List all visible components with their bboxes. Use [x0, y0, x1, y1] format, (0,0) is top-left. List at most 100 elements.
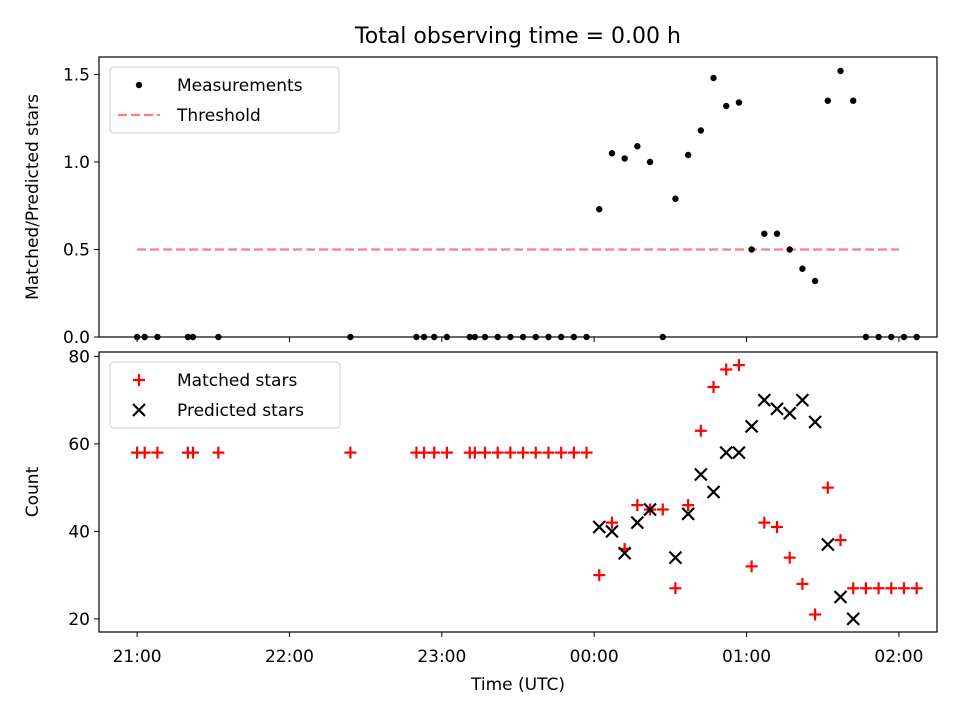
measurement-point — [761, 230, 768, 237]
matched-star-point — [593, 569, 606, 582]
matched-star-point — [796, 577, 809, 590]
matched-star-point — [707, 381, 720, 393]
matched-star-point — [504, 446, 517, 459]
predicted-star-point — [757, 393, 772, 407]
matched-star-point — [872, 582, 885, 595]
matched-star-point — [186, 446, 199, 459]
measurement-point — [913, 333, 920, 341]
legend-label: Threshold — [176, 106, 261, 126]
measurement-point — [824, 97, 832, 104]
matched-star-point — [468, 446, 481, 459]
matched-star-point — [847, 582, 860, 595]
measurement-point — [570, 333, 578, 341]
predicted-star-stroke-b — [808, 415, 822, 429]
measurement-point — [471, 333, 479, 341]
matched-star-point — [212, 446, 225, 459]
legend: Matched stars Predicted stars — [109, 361, 341, 429]
measurement-point — [735, 99, 743, 106]
predicted-star-point — [808, 415, 822, 429]
measurement-point — [133, 333, 141, 341]
measurement-point — [154, 333, 161, 341]
matched-star-point — [771, 521, 784, 533]
measurement-point — [583, 333, 590, 341]
predicted-star-stroke-b — [605, 524, 619, 539]
measurement-point — [837, 67, 844, 75]
predicted-star-stroke-b — [770, 402, 784, 416]
measurement-point — [494, 333, 501, 341]
x-tick-label: 23:00 — [417, 647, 466, 667]
y-tick-label: 20 — [68, 610, 90, 630]
measurement-point — [723, 102, 730, 110]
measurement-point — [557, 333, 565, 341]
predicted-star-stroke-b — [795, 393, 810, 407]
measurement-point — [431, 333, 438, 341]
matched-star-point — [720, 363, 733, 376]
predicted-star-point — [694, 467, 708, 482]
predicted-star-point — [643, 502, 657, 517]
predicted-star-point — [592, 520, 607, 534]
predicted-star-point — [833, 590, 848, 604]
predicted-star-stroke-b — [782, 406, 797, 421]
matched-star-point — [910, 582, 923, 595]
predicted-star-stroke-b — [592, 520, 607, 534]
matched-star-point — [834, 534, 847, 547]
matched-star-point — [428, 446, 441, 459]
predicted-star-point — [719, 445, 734, 460]
measurement-point — [608, 150, 616, 157]
predicted-star-point — [617, 546, 632, 561]
legend-frame — [109, 66, 340, 134]
measurement-point — [184, 333, 192, 341]
matched-star-point — [555, 446, 568, 459]
y-tick-label: 0.0 — [63, 328, 90, 348]
predicted-star-stroke-b — [757, 393, 772, 407]
measurement-point — [710, 74, 717, 82]
predicted-star-stroke-b — [694, 467, 708, 482]
measurement-point — [850, 97, 857, 104]
predicted-star-stroke-b — [833, 590, 848, 604]
measurement-point — [888, 333, 895, 341]
matched-star-point — [605, 516, 618, 529]
matched-star-point — [732, 359, 745, 372]
predicted-star-stroke-b — [706, 485, 721, 499]
measurement-point — [215, 333, 222, 341]
measurement-point — [532, 333, 539, 341]
predicted-star-stroke-b — [744, 419, 759, 434]
y-axis-label: Count — [23, 466, 43, 517]
matched-star-point — [529, 446, 542, 459]
predicted-star-stroke-b — [681, 507, 695, 521]
matched-star-point — [758, 516, 771, 529]
matched-star-point — [138, 446, 151, 459]
matched-star-point — [567, 446, 580, 459]
measurement-point — [672, 195, 679, 202]
measurement-point — [481, 333, 489, 341]
predicted-star-point — [681, 507, 695, 521]
matched-star-point — [682, 499, 695, 512]
measurement-point — [507, 333, 514, 341]
measurement-point — [799, 265, 806, 272]
predicted-star-point — [706, 485, 721, 499]
x-tick-label: 00:00 — [570, 647, 619, 667]
y-tick-label: 0.5 — [63, 241, 90, 261]
measurement-point — [811, 277, 819, 285]
predicted-star-point — [782, 406, 797, 421]
figure-title: Total observing time = 0.00 h — [354, 24, 681, 49]
predicted-star-stroke-b — [732, 445, 746, 460]
measurement-point — [862, 333, 870, 341]
predicted-star-point — [605, 524, 619, 539]
matched-star-point — [631, 499, 644, 512]
matched-star-point — [656, 503, 669, 516]
matched-star-point — [580, 446, 593, 459]
predicted-star-point — [846, 612, 860, 626]
x-tick-label: 01:00 — [722, 647, 771, 667]
legend-label: Predicted stars — [177, 401, 304, 421]
legend-label: Matched stars — [177, 371, 297, 391]
measurement-point — [466, 333, 473, 341]
matched-star-point — [517, 446, 530, 459]
predicted-star-point — [770, 402, 784, 416]
measurement-point — [347, 333, 354, 341]
matched-star-point — [418, 446, 431, 459]
y-tick-label: 40 — [68, 522, 90, 542]
predicted-star-stroke-b — [719, 445, 734, 460]
matched-star-point — [344, 446, 357, 459]
